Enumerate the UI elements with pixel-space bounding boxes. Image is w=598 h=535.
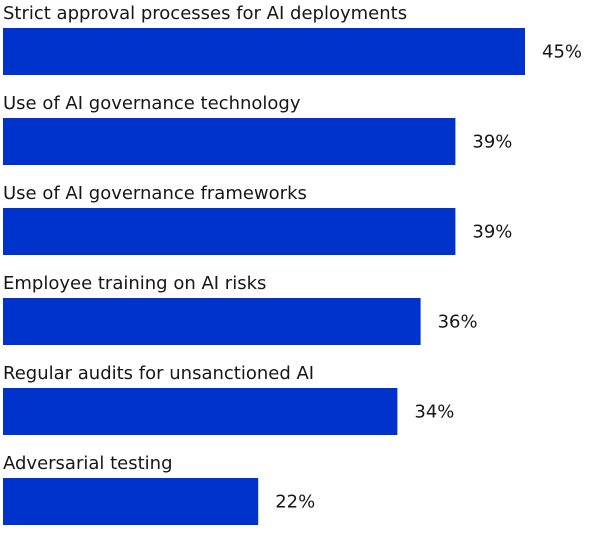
value-label: 39% [472, 222, 512, 243]
bar [3, 28, 525, 75]
bar [3, 208, 456, 255]
value-label: 45% [542, 42, 582, 63]
bar [3, 478, 259, 525]
category-label: Use of AI governance frameworks [3, 183, 307, 204]
category-label: Adversarial testing [3, 453, 173, 474]
category-label: Employee training on AI risks [3, 273, 266, 294]
category-label: Regular audits for unsanctioned AI [3, 363, 314, 384]
value-label: 39% [472, 132, 512, 153]
value-label: 34% [414, 402, 454, 423]
value-label: 36% [438, 312, 478, 333]
category-label: Strict approval processes for AI deploym… [3, 3, 407, 24]
bar [3, 388, 398, 435]
bar [3, 298, 421, 345]
value-label: 22% [275, 492, 315, 513]
bar [3, 118, 456, 165]
category-label: Use of AI governance technology [3, 93, 301, 114]
